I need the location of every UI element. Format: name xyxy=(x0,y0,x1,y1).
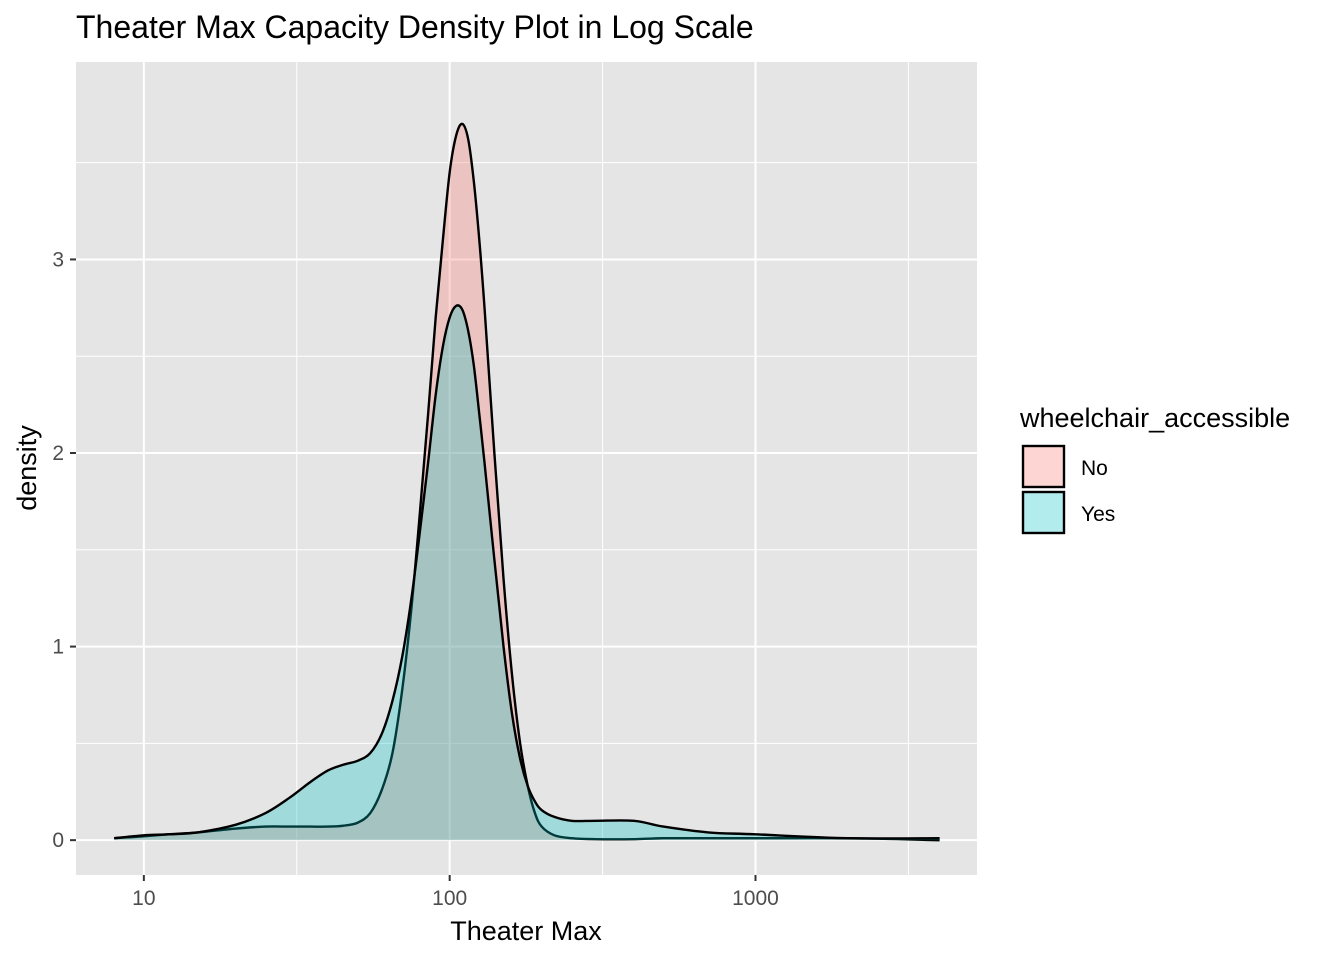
legend-title: wheelchair_accessible xyxy=(1019,403,1290,433)
legend-key-bg-yes xyxy=(1022,491,1065,534)
axis-ticks xyxy=(70,258,757,881)
y-tick-label: 3 xyxy=(52,248,64,271)
legend-items: No Yes xyxy=(1021,444,1115,535)
y-tick-label: 2 xyxy=(52,442,64,465)
legend: wheelchair_accessible No Yes xyxy=(1019,403,1290,535)
legend-key-yes xyxy=(1021,490,1066,535)
x-axis-title: Theater Max xyxy=(450,916,602,946)
legend-label-yes: Yes xyxy=(1081,503,1115,526)
y-tick-label: 1 xyxy=(52,636,64,659)
major-gridlines xyxy=(76,62,977,875)
chart-title: Theater Max Capacity Density Plot in Log… xyxy=(76,9,754,45)
density-line-no xyxy=(114,122,940,842)
x-tick-label: 100 xyxy=(432,887,467,910)
y-tick-label: 0 xyxy=(52,829,64,852)
density-areas xyxy=(114,122,940,842)
density-line-yes xyxy=(114,304,940,840)
legend-key-no xyxy=(1021,444,1066,489)
x-tick-label: 1000 xyxy=(732,887,779,910)
legend-key-bg-no xyxy=(1022,445,1065,488)
tick-labels: 10 100 1000 0 1 2 3 xyxy=(52,248,779,910)
x-tick-label: 10 xyxy=(132,887,155,910)
minor-gridlines xyxy=(76,62,977,875)
y-axis-title: density xyxy=(12,425,42,511)
legend-label-no: No xyxy=(1081,457,1108,480)
plot-panel xyxy=(76,62,977,875)
